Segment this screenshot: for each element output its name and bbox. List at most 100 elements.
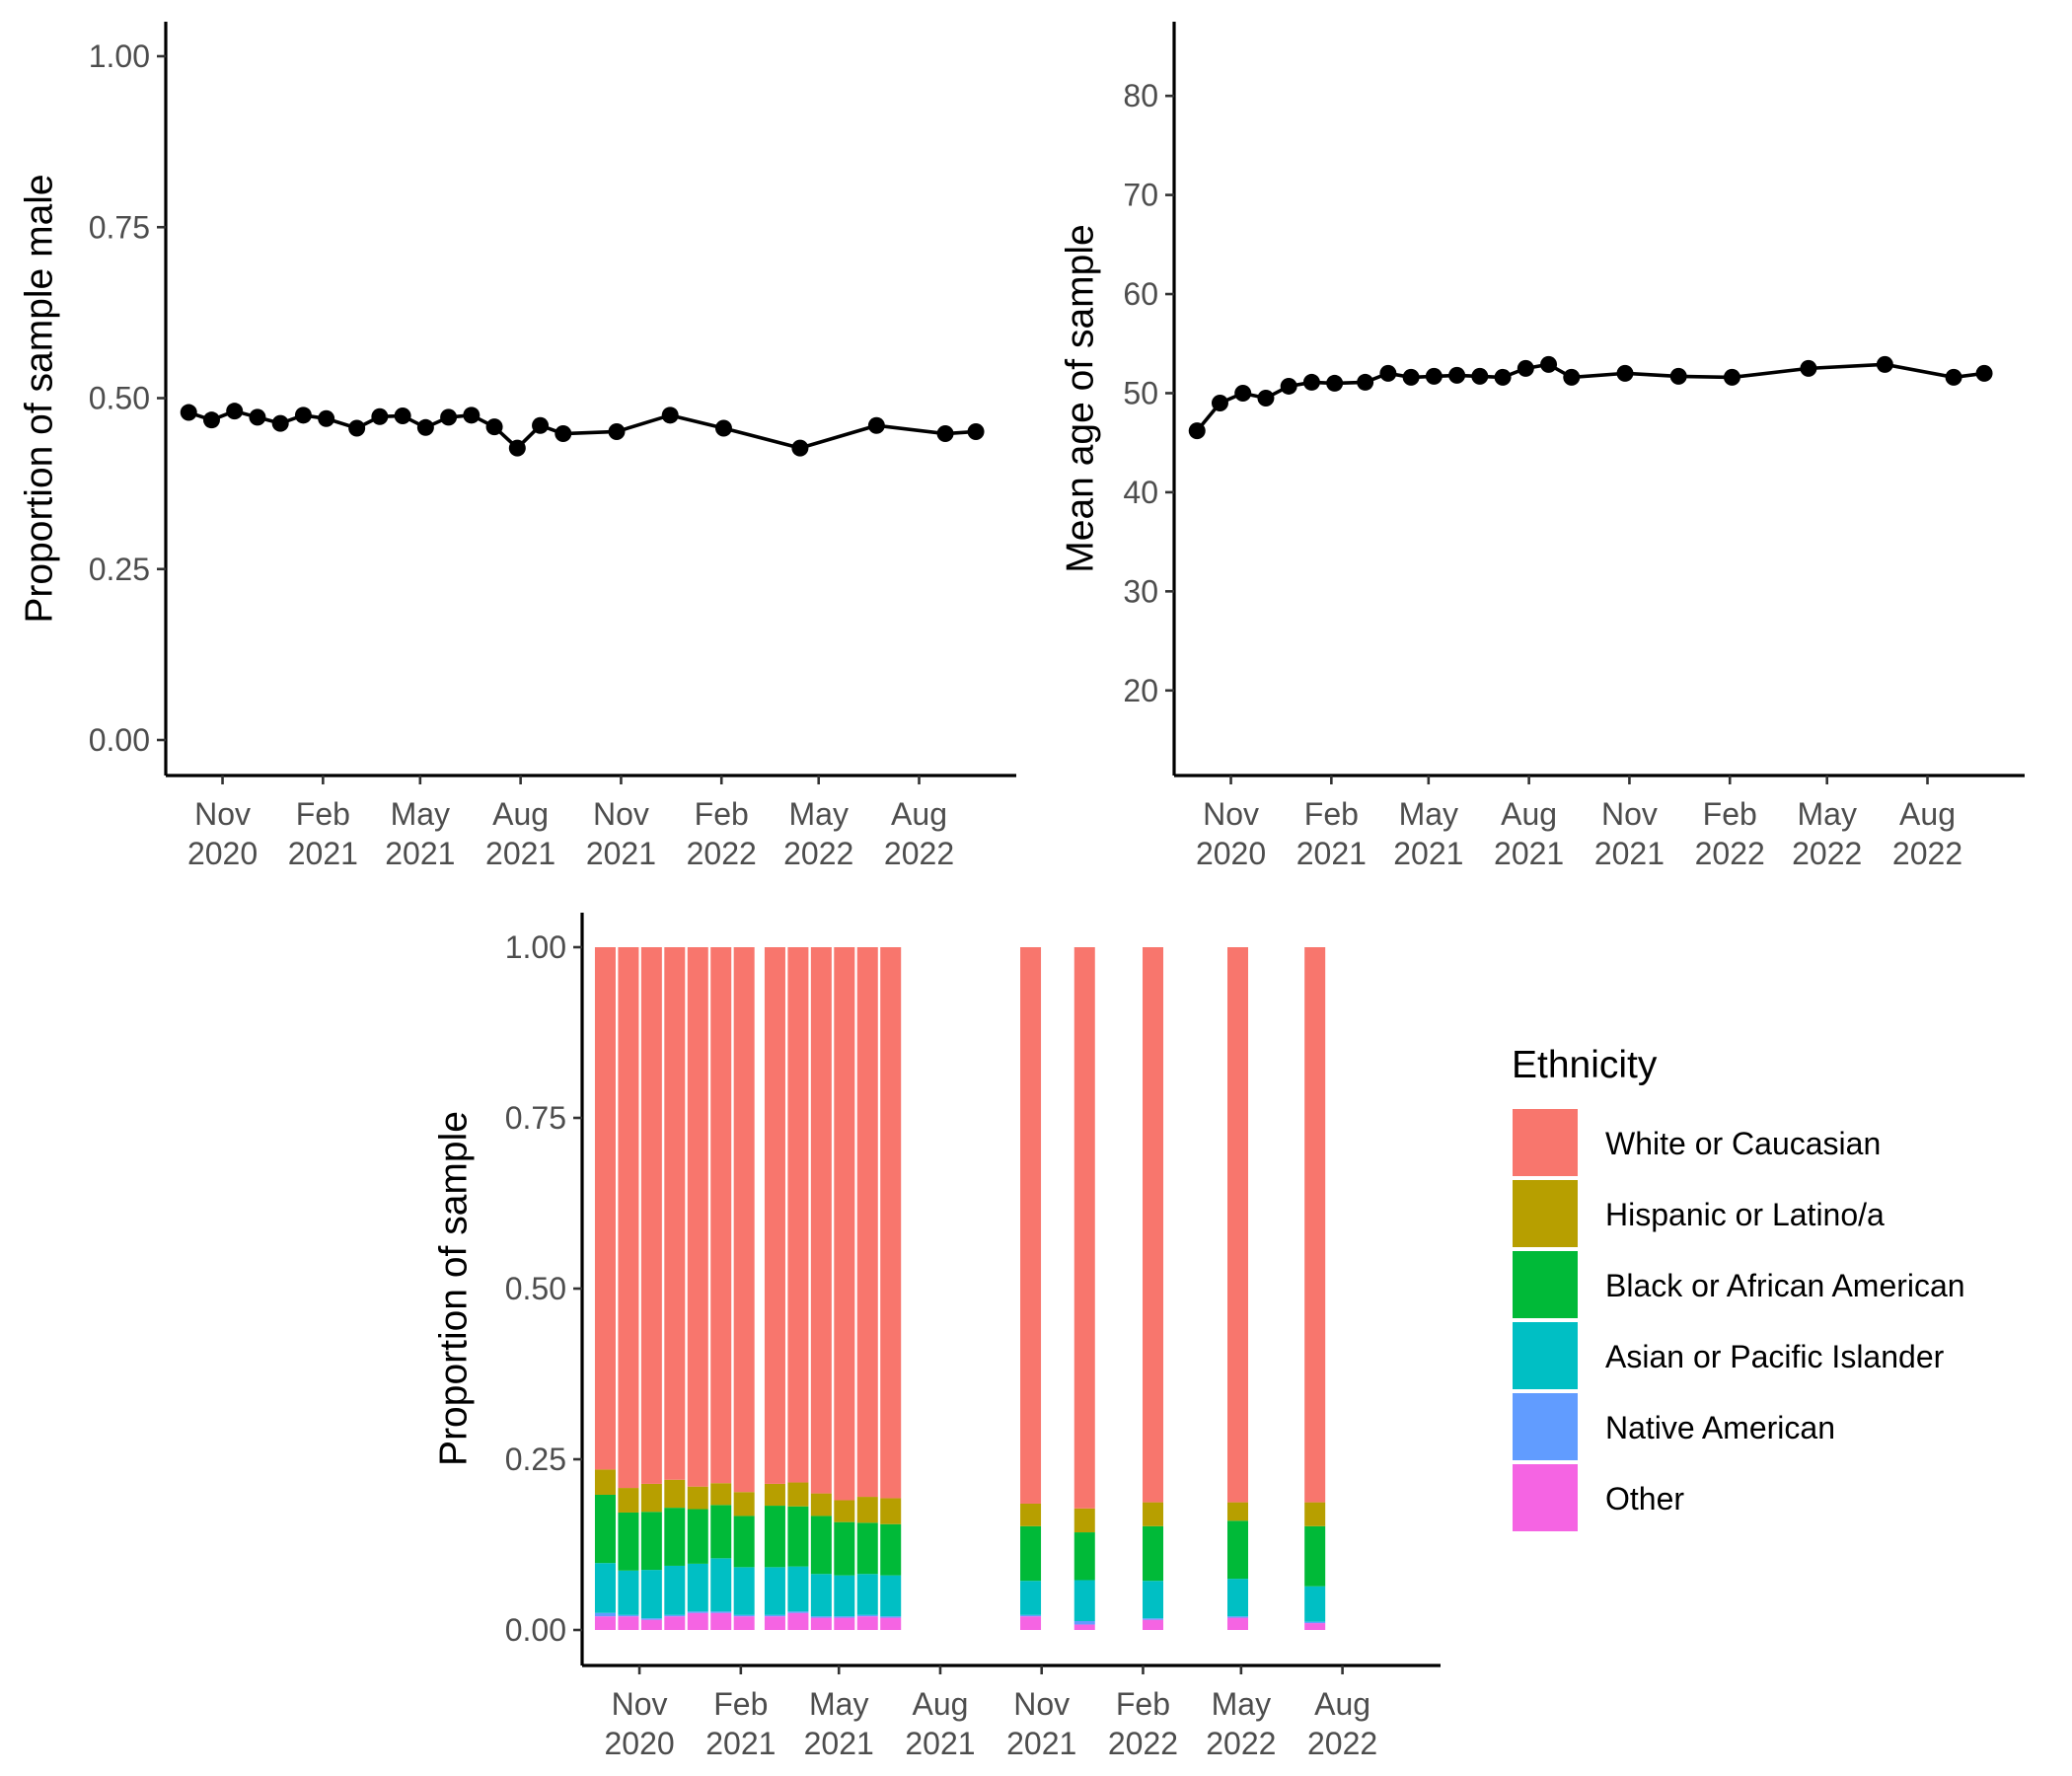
bar-segment: [810, 1616, 832, 1618]
bar-segment: [710, 1558, 732, 1612]
x-tick-label-month: Nov: [1203, 796, 1259, 832]
data-point: [348, 419, 366, 437]
x-tick-label-month: Feb: [695, 796, 749, 832]
data-point: [271, 414, 289, 432]
x-tick-label-year: 2021: [586, 836, 656, 871]
bar-segment: [880, 1575, 902, 1617]
bar-segment: [664, 1479, 686, 1509]
bar-segment: [834, 1521, 855, 1576]
bar-segment: [1143, 1618, 1164, 1620]
x-tick-label-month: Nov: [194, 796, 251, 832]
x-tick-label-year: 2022: [1307, 1726, 1377, 1761]
bar-segment: [856, 1574, 878, 1615]
data-point: [416, 418, 434, 436]
y-tick-label: 60: [1123, 276, 1158, 312]
legend-key: [1513, 1109, 1578, 1176]
data-point: [1425, 367, 1443, 385]
bar-segment: [810, 1574, 832, 1617]
bar-segment: [594, 1612, 616, 1617]
bar-segment: [594, 1563, 616, 1613]
bar-segment: [810, 947, 832, 1494]
y-tick-label: 0.75: [505, 1100, 566, 1136]
bar-segment: [618, 1488, 639, 1513]
bar-segment: [880, 1616, 902, 1618]
series-black-or-african-american: [594, 1494, 1326, 1587]
bar-segment: [856, 1497, 878, 1523]
bar-segment: [687, 947, 708, 1487]
x-tick-label-year: 2022: [884, 836, 954, 871]
legend-label: Other: [1605, 1481, 1684, 1517]
bar-segment: [618, 947, 639, 1489]
bar-segment: [810, 1493, 832, 1517]
bar-segment: [787, 1506, 809, 1567]
data-point: [1280, 377, 1297, 395]
bar-segment: [787, 947, 809, 1483]
data-point: [1402, 368, 1420, 386]
y-tick-label: 80: [1123, 78, 1158, 113]
bar-segment: [1304, 1621, 1326, 1624]
bar-segment: [1143, 1502, 1164, 1526]
x-tick-label-month: Aug: [912, 1686, 968, 1722]
x-tick-label-year: 2022: [1792, 836, 1862, 871]
data-point: [661, 407, 679, 424]
data-point: [714, 419, 732, 437]
data-point: [1669, 367, 1687, 385]
x-tick-label-month: Aug: [492, 796, 549, 832]
data-point: [318, 409, 335, 427]
x-tick-label-year: 2021: [905, 1726, 975, 1761]
legend-label: Black or African American: [1605, 1268, 1965, 1303]
bar-segment: [1227, 1617, 1249, 1630]
data-point: [1448, 366, 1466, 384]
bar-segment: [594, 947, 616, 1470]
bar-segment: [640, 1618, 662, 1620]
bar-segment: [687, 1612, 708, 1630]
bar-segment: [618, 1616, 639, 1630]
bar-segment: [640, 1619, 662, 1630]
bar-segment: [687, 1509, 708, 1564]
x-tick-label-year: 2022: [1695, 836, 1765, 871]
x-tick-label-year: 2021: [1296, 836, 1367, 871]
y-tick-label: 70: [1123, 178, 1158, 213]
data-point: [202, 411, 220, 429]
legend-item: Black or African American: [1513, 1251, 1965, 1318]
bar-segment: [856, 1614, 878, 1617]
x-tick-label-month: Aug: [1501, 796, 1557, 832]
data-point: [1494, 368, 1512, 386]
bar-segment: [687, 1563, 708, 1612]
bar-segment: [1020, 1525, 1042, 1582]
x-tick-label-month: May: [1399, 796, 1458, 832]
x-tick-label-month: Feb: [296, 796, 350, 832]
bar-segment: [594, 1469, 616, 1495]
bar-segment: [733, 1616, 755, 1630]
y-tick-label: 1.00: [89, 38, 150, 74]
data-point: [936, 425, 954, 443]
y-tick-label: 0.00: [505, 1612, 566, 1648]
data-point: [485, 418, 503, 436]
data-point: [1257, 390, 1275, 407]
legend-item: Other: [1513, 1464, 1684, 1531]
y-axis-title: Proportion of sample: [432, 1111, 475, 1466]
legend-label: Native American: [1605, 1410, 1835, 1445]
data-point: [532, 416, 550, 434]
data-point: [791, 439, 809, 457]
data-point: [508, 439, 526, 457]
x-tick-label-year: 2021: [1393, 836, 1463, 871]
bar-segment: [1304, 1502, 1326, 1526]
bar-segment: [880, 1498, 902, 1524]
bar-segment: [1143, 1525, 1164, 1582]
y-tick-label: 0.50: [505, 1271, 566, 1306]
y-tick-label: 0.25: [505, 1442, 566, 1477]
bar-segment: [764, 1616, 785, 1630]
x-tick-label-month: May: [391, 796, 450, 832]
bar-segment: [1073, 1532, 1095, 1581]
bar-segment: [764, 1614, 785, 1617]
bar-segment: [1304, 947, 1326, 1503]
legend-item: Hispanic or Latino/a: [1513, 1180, 1885, 1247]
x-tick-label-month: Aug: [1314, 1686, 1370, 1722]
bar-segment: [1020, 1616, 1042, 1630]
data-point: [1723, 368, 1740, 386]
bar-segment: [834, 1616, 855, 1618]
male-proportion-panel: 0.00 0.25 0.50 0.75 1.00 Nov 2020 Feb 2021 May 202…: [18, 22, 1016, 871]
bar-segment: [594, 1494, 616, 1564]
bar-segment: [594, 1616, 616, 1630]
